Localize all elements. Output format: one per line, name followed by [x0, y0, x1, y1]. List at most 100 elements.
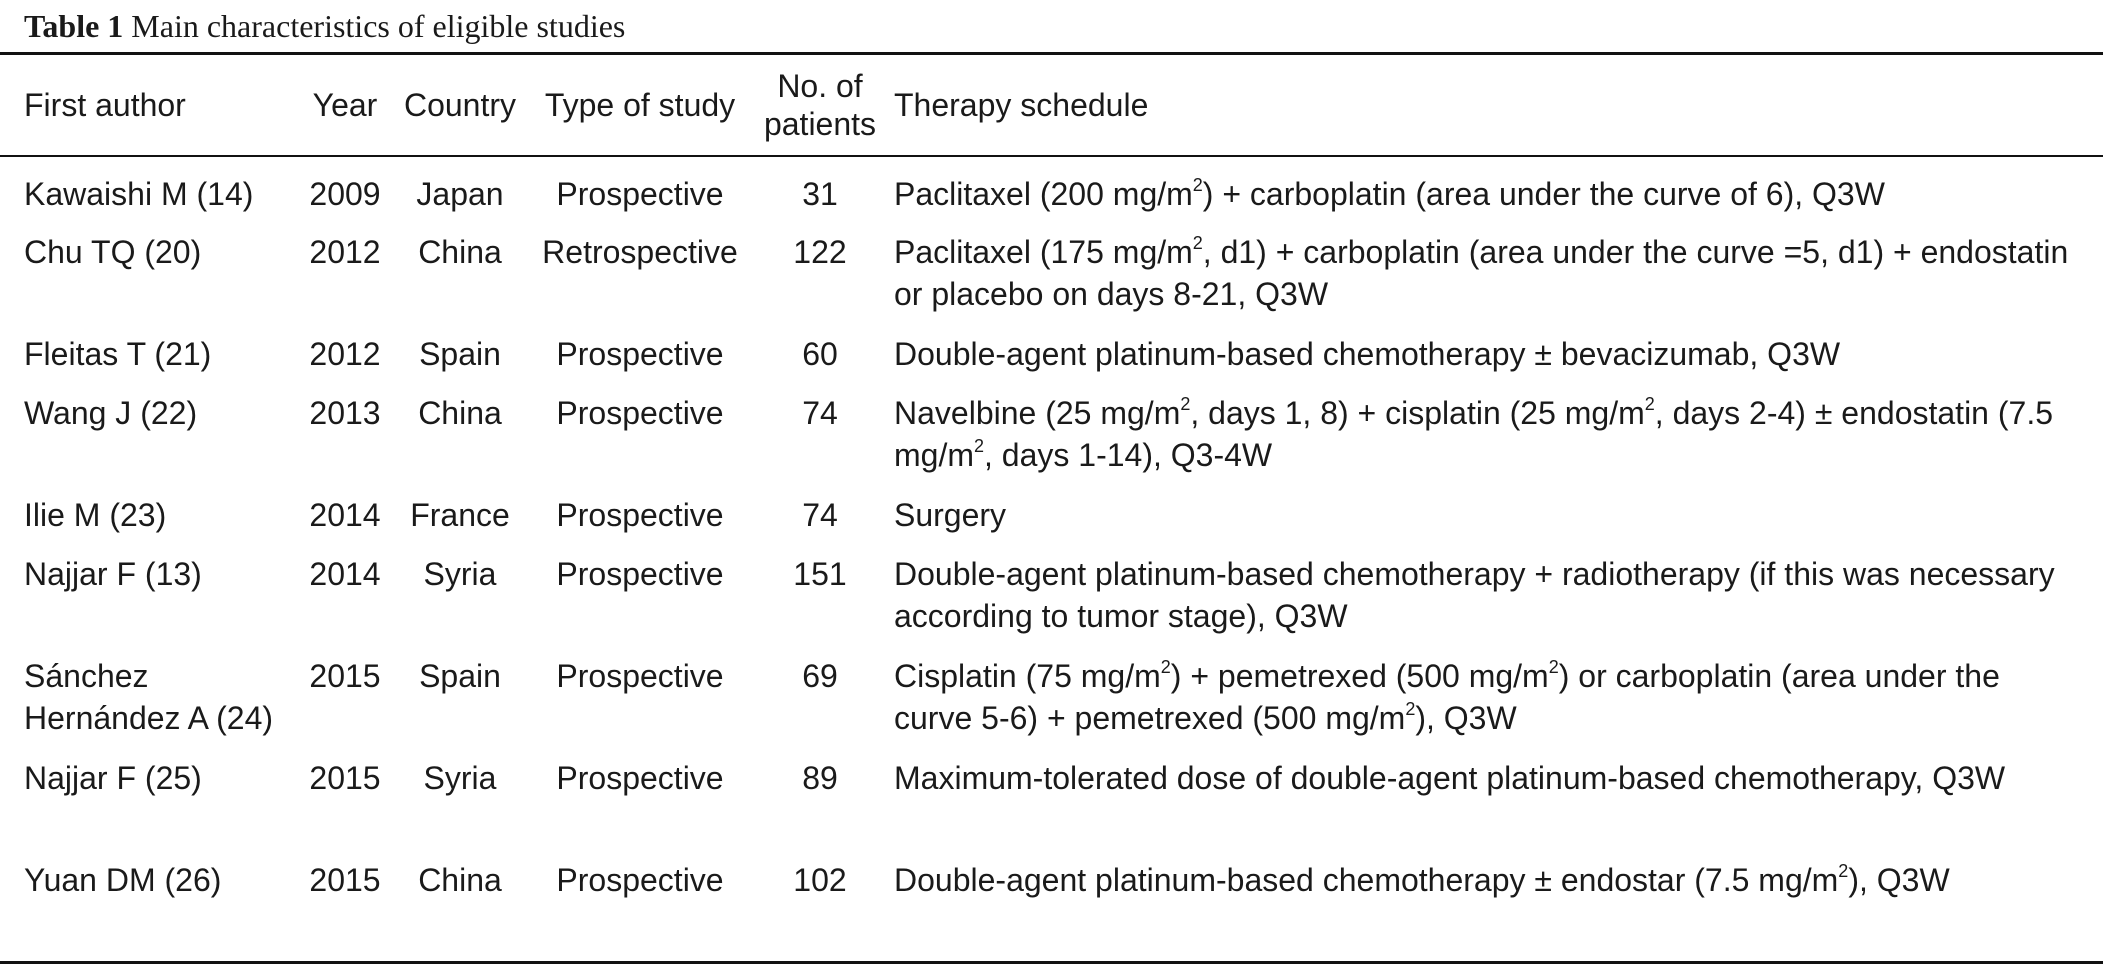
- table-row: Najjar F (25) 2015 Syria Prospective 89 Maxim…: [0, 749, 2103, 851]
- cell-year: 2015: [309, 658, 381, 694]
- superscript: 2: [974, 436, 985, 456]
- table-container: First author Year Country Type of study …: [0, 52, 2103, 964]
- cell-therapy-schedule: Surgery: [890, 486, 2103, 545]
- cell-country: France: [410, 497, 510, 533]
- header-row: First author Year Country Type of study …: [0, 53, 2103, 156]
- cell-no-of-patients: 74: [802, 395, 838, 431]
- schedule-text: Double-agent platinum-based chemotherapy…: [894, 556, 2055, 634]
- superscript: 2: [1180, 394, 1191, 414]
- cell-therapy-schedule: Paclitaxel (175 mg/m2, d1) + carboplatin…: [890, 223, 2103, 325]
- cell-type-of-study: Prospective: [556, 658, 724, 694]
- cell-type-of-study: Retrospective: [542, 234, 738, 270]
- header-first-author: First author: [24, 87, 186, 123]
- schedule-text: Maximum-tolerated dose of double-agent p…: [894, 760, 2006, 796]
- cell-year: 2014: [309, 556, 381, 592]
- schedule-text: Double-agent platinum-based chemotherapy…: [894, 862, 1839, 898]
- cell-therapy-schedule: Paclitaxel (200 mg/m2) + carboplatin (ar…: [890, 156, 2103, 223]
- cell-first-author: Ilie M (23): [24, 497, 167, 533]
- cell-country: China: [418, 234, 502, 270]
- schedule-text: , d1) + carboplatin (area under the curv…: [894, 234, 2069, 312]
- schedule-text: Navelbine (25 mg/m: [894, 395, 1181, 431]
- cell-year: 2009: [309, 176, 381, 212]
- superscript: 2: [1192, 233, 1203, 253]
- cell-first-author: Najjar F (13): [24, 556, 202, 592]
- schedule-text: Surgery: [894, 497, 1007, 533]
- table-row: Najjar F (13) 2014 Syria Prospective 151 Doub…: [0, 545, 2103, 647]
- superscript: 2: [1644, 394, 1655, 414]
- cell-country: Syria: [423, 556, 497, 592]
- cell-type-of-study: Prospective: [556, 336, 724, 372]
- table-row: Sánchez Hernández A (24) 2015 Spain Prospec…: [0, 647, 2103, 749]
- schedule-text: ), Q3W: [1415, 700, 1517, 736]
- cell-country: China: [418, 862, 502, 898]
- cell-country: Spain: [419, 658, 501, 694]
- superscript: 2: [1405, 699, 1416, 719]
- cell-type-of-study: Prospective: [556, 760, 724, 796]
- cell-year: 2012: [309, 336, 381, 372]
- superscript: 2: [1160, 657, 1171, 677]
- header-type-of-study: Type of study: [544, 87, 736, 123]
- cell-type-of-study: Prospective: [556, 862, 724, 898]
- cell-country: Spain: [419, 336, 501, 372]
- schedule-text: Paclitaxel (200 mg/m: [894, 176, 1193, 212]
- schedule-text: ), Q3W: [1848, 862, 1950, 898]
- cell-year: 2015: [309, 862, 381, 898]
- cell-type-of-study: Prospective: [556, 497, 724, 533]
- cell-no-of-patients: 31: [802, 176, 838, 212]
- table-row: Ilie M (23) 2014 France Prospective 74 Surger…: [0, 486, 2103, 545]
- header-year: Year: [312, 87, 378, 123]
- cell-type-of-study: Prospective: [556, 395, 724, 431]
- cell-no-of-patients: 89: [802, 760, 838, 796]
- table-caption-title: Main characteristics of eligible studies: [123, 8, 626, 44]
- cell-first-author: Wang J (22): [24, 395, 198, 431]
- table-row: Fleitas T (21) 2012 Spain Prospective 60 Doub…: [0, 325, 2103, 384]
- cell-first-author: Chu TQ (20): [24, 234, 202, 270]
- cell-year: 2012: [309, 234, 381, 270]
- cell-year: 2013: [309, 395, 381, 431]
- superscript: 2: [1548, 657, 1559, 677]
- studies-table: First author Year Country Type of study …: [0, 52, 2103, 964]
- table-row: Yuan DM (26) 2015 China Prospective 102 Doubl…: [0, 851, 2103, 963]
- cell-first-author: Kawaishi M (14): [24, 176, 254, 212]
- cell-type-of-study: Prospective: [556, 176, 724, 212]
- cell-year: 2015: [309, 760, 381, 796]
- cell-therapy-schedule: Cisplatin (75 mg/m2) + pemetrexed (500 m…: [890, 647, 2103, 749]
- cell-first-author: Najjar F (25): [24, 760, 202, 796]
- schedule-text: , days 2-4) ± endostatin (7.5 mg/m: [894, 395, 2053, 473]
- schedule-text: , days 1, 8) + cisplatin (25 mg/m: [1190, 395, 1645, 431]
- cell-no-of-patients: 151: [793, 556, 847, 592]
- schedule-text: , days 1-14), Q3-4W: [984, 437, 1273, 473]
- schedule-text: ) + pemetrexed (500 mg/m: [1170, 658, 1549, 694]
- table-row: Wang J (22) 2013 China Prospective 74 Navelbi…: [0, 384, 2103, 486]
- table-body: Kawaishi M (14) 2009 Japan Prospective 31 Pac…: [0, 156, 2103, 963]
- cell-no-of-patients: 122: [793, 234, 847, 270]
- cell-therapy-schedule: Double-agent platinum-based chemotherapy…: [890, 545, 2103, 647]
- schedule-text: Double-agent platinum-based chemotherapy…: [894, 336, 1841, 372]
- cell-country: Syria: [423, 760, 497, 796]
- header-therapy-schedule: Therapy schedule: [894, 87, 1149, 123]
- table-caption: Table 1 Main characteristics of eligible…: [24, 6, 625, 46]
- cell-therapy-schedule: Double-agent platinum-based chemotherapy…: [890, 851, 2103, 963]
- schedule-text: Paclitaxel (175 mg/m: [894, 234, 1193, 270]
- cell-first-author: Sánchez Hernández A (24): [24, 658, 274, 736]
- table-row: Kawaishi M (14) 2009 Japan Prospective 31 Pac…: [0, 156, 2103, 223]
- cell-country: China: [418, 395, 502, 431]
- superscript: 2: [1192, 175, 1203, 195]
- table-header: First author Year Country Type of study …: [0, 53, 2103, 156]
- header-no-of-patients-text: No. of patients: [763, 68, 877, 142]
- cell-no-of-patients: 60: [802, 336, 838, 372]
- cell-year: 2014: [309, 497, 381, 533]
- cell-first-author: Yuan DM (26): [24, 862, 222, 898]
- schedule-text: Cisplatin (75 mg/m: [894, 658, 1161, 694]
- schedule-text: ) or carboplatin (area under the curve 5…: [894, 658, 2000, 736]
- cell-first-author: Fleitas T (21): [24, 336, 212, 372]
- cell-country: Japan: [416, 176, 504, 212]
- cell-therapy-schedule: Maximum-tolerated dose of double-agent p…: [890, 749, 2103, 851]
- superscript: 2: [1838, 861, 1849, 881]
- table-caption-label: Table 1: [24, 8, 124, 44]
- schedule-text: ) + carboplatin (area under the curve of…: [1202, 176, 1885, 212]
- cell-no-of-patients: 69: [802, 658, 838, 694]
- cell-no-of-patients: 102: [793, 862, 847, 898]
- cell-type-of-study: Prospective: [556, 556, 724, 592]
- cell-therapy-schedule: Double-agent platinum-based chemotherapy…: [890, 325, 2103, 384]
